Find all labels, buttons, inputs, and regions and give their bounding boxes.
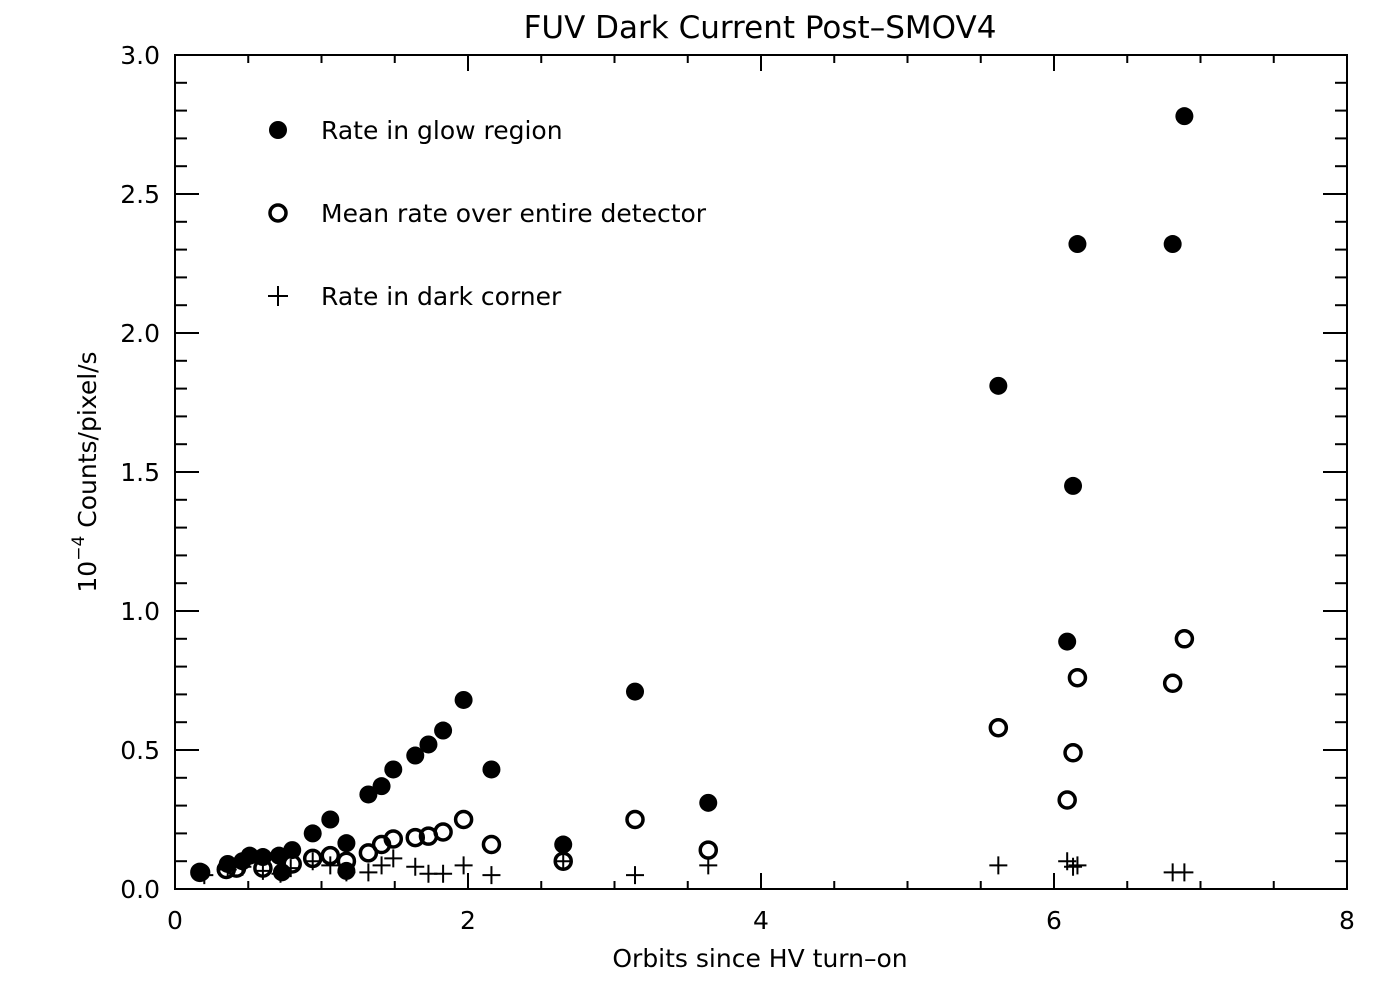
mean-rate-point [1057,790,1077,810]
glow-rate-point [1068,235,1087,254]
glow-rate-point [1058,632,1077,651]
glow-rate-point [321,810,340,829]
mean-rate-point [358,843,379,863]
mean-rate-point [1067,667,1088,688]
dark-corner-point [699,856,718,875]
mean-rate-point [433,822,453,842]
plot-frame [174,54,1348,890]
dark-corner-point [233,857,252,876]
glow-rate-point [1175,107,1194,126]
mean-rate-point [405,827,426,848]
mean-rate-point [698,840,719,860]
x-tick-label: 0 [167,906,183,935]
mean-rate-point [190,862,210,883]
glow-rate-point [482,760,501,779]
dark-corner-point [434,864,453,883]
dark-corner-point [195,866,214,885]
glow-rate-point [454,690,473,709]
glow-rate-point [303,824,322,843]
dark-corner-point [253,861,272,880]
y-tick-label: 2.0 [120,319,160,348]
y-tick-label: 0.0 [120,875,160,904]
x-tick-label: 2 [460,906,476,935]
y-tick-labels: 0.0 0.5 1.0 1.5 2.0 2.5 3.0 [120,41,160,904]
legend: Rate in glow region Mean rate over entir… [268,116,707,311]
axis-ticks [174,54,1348,890]
x-tick-label: 4 [753,906,769,935]
y-tick-label: 0.5 [120,736,160,765]
mean-rate-point [625,809,645,830]
glow-rate-point [989,376,1008,395]
legend-marker-plus [268,286,288,306]
y-axis-label: 10−4 Counts/pixel/s [69,351,102,592]
mean-rate-point [1063,743,1083,763]
dark-corner-point [372,856,391,875]
glow-rate-point [434,721,453,740]
chart-title: FUV Dark Current Post–SMOV4 [524,10,997,46]
dark-corner-point [1068,856,1087,875]
dark-corner-point [359,863,378,882]
glow-rate-point [626,682,645,701]
mean-rate-point [1174,629,1195,649]
dark-corner-point [482,866,501,885]
glow-rate-point [1064,476,1083,495]
glow-rate-point [384,760,403,779]
legend-label-glow: Rate in glow region [321,116,563,145]
dark-corner-point [337,863,356,882]
y-tick-label: 1.5 [120,458,160,487]
y-axis-label-base: 10 [73,561,102,593]
glow-rate-point [372,777,391,796]
x-tick-labels: 0 2 4 6 8 [167,906,1355,935]
dark-corner-point [281,859,300,878]
y-tick-label: 2.5 [120,180,160,209]
glow-rate-point [337,834,356,853]
dark-corner-point [554,852,573,871]
glow-rate-point [554,835,573,854]
x-tick-label: 8 [1339,906,1355,935]
dark-corner-point [303,852,322,871]
legend-label-dark-corner: Rate in dark corner [321,282,562,311]
mean-rate-point [383,829,404,849]
glow-rate-point [359,785,378,804]
y-tick-label: 3.0 [120,41,160,70]
glow-rate-point [1163,235,1182,254]
x-axis-label: Orbits since HV turn–on [612,944,907,973]
glow-rate-point [283,841,302,860]
legend-marker-filled-circle [269,121,287,139]
dark-corner-point [218,860,237,879]
glow-rate-point [699,793,718,812]
dark-corner-point [384,849,403,868]
mean-rate-point [1162,673,1183,694]
legend-marker-open-circle [268,203,288,223]
mean-rate-point [282,854,302,874]
legend-label-mean: Mean rate over entire detector [321,199,707,228]
dark-corner-point [454,856,473,875]
glow-rate-point [406,746,425,765]
data-marks [190,107,1195,885]
dark-corner-point [1064,857,1083,876]
dark-corner-point [1175,863,1194,882]
dark-corner-point [321,856,340,875]
y-tick-label: 1.0 [120,597,160,626]
dark-corner-point [406,857,425,876]
mean-rate-point [988,718,1009,738]
x-tick-label: 6 [1046,906,1062,935]
y-axis-label-unit: Counts/pixel/s [73,351,102,527]
glow-rate-point [419,735,438,754]
dark-corner-point [271,864,290,883]
y-axis-label-exponent: −4 [69,536,89,561]
dark-corner-point [989,856,1008,875]
dark-corner-point [626,866,645,885]
mean-rate-point [481,834,502,855]
glow-rate-point [240,846,259,865]
mean-rate-point [453,809,474,830]
